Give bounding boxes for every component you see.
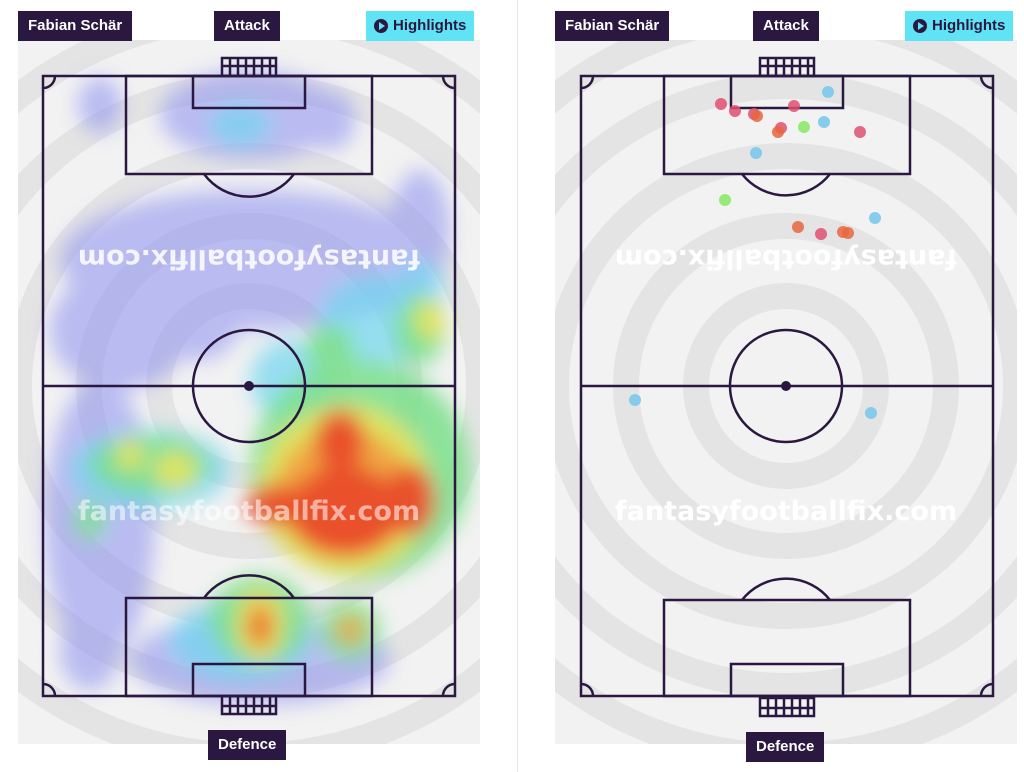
centre-spot [781,381,791,391]
attack-label: Attack [753,11,819,41]
event-dot [772,126,784,138]
event-dot [788,100,800,112]
event-dot [869,212,881,224]
player-name-tag: Fabian Schär [18,11,133,41]
event-dot [854,126,866,138]
watermark-top: fantasyfootballfix.com [78,243,420,274]
heatmap-pitch: fantasyfootballfix.com fantasyfootballfi… [18,40,480,744]
event-dot [865,407,877,419]
pitch-lines [41,56,457,716]
highlights-button[interactable]: Highlights [905,11,1014,41]
centre-spot [244,381,254,391]
highlights-button[interactable]: Highlights [366,11,475,41]
defence-label: Defence [208,730,287,760]
event-dots [629,86,881,419]
event-dot [818,116,830,128]
event-dot [729,105,741,117]
play-circle-icon [913,19,927,33]
event-pitch: fantasyfootballfix.com fantasyfootballfi… [555,40,1017,744]
event-dot [822,86,834,98]
play-circle-icon [374,19,388,33]
panel-divider [517,0,518,772]
event-dot [815,228,827,240]
event-dot [842,227,854,239]
watermark-bottom: fantasyfootballfix.com [78,496,420,527]
attack-label: Attack [214,11,280,41]
event-dot [798,121,810,133]
event-dot [751,110,763,122]
event-dot [715,98,727,110]
player-name-tag: Fabian Schär [555,11,670,41]
heatmap-panel: fantasyfootballfix.com fantasyfootballfi… [0,0,500,772]
defence-label: Defence [746,732,825,762]
watermark-top: fantasyfootballfix.com [615,243,957,274]
event-dot [792,221,804,233]
highlights-label: Highlights [932,17,1006,34]
event-map-panel: fantasyfootballfix.com fantasyfootballfi… [540,0,1024,772]
heatmap-layer [45,70,470,705]
watermark-bottom: fantasyfootballfix.com [615,496,957,527]
event-dot [750,147,762,159]
event-dot [629,394,641,406]
event-dot [719,194,731,206]
highlights-label: Highlights [393,17,467,34]
